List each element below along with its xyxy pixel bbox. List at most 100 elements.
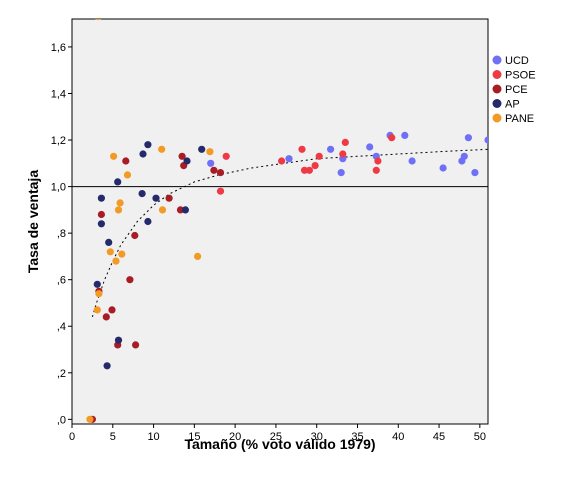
point-pce [108, 306, 116, 314]
legend-label-psoe: PSOE [505, 70, 536, 82]
point-psoe [315, 152, 323, 160]
legend: UCD PSOE PCE AP PANE [492, 55, 536, 125]
point-psoe [374, 157, 382, 165]
point-pane [114, 206, 123, 214]
point-pane [194, 252, 202, 260]
point-psoe [298, 145, 306, 153]
point-psoe [311, 162, 319, 170]
point-pce [131, 231, 139, 240]
point-pce [165, 194, 173, 202]
point-psoe [305, 166, 313, 174]
y-tick-label: ,6 [57, 275, 66, 287]
point-ucd [484, 136, 488, 144]
point-psoe [278, 157, 286, 165]
point-pane [95, 290, 103, 298]
x-tick-label: 10 [147, 431, 159, 443]
y-tick-label: 1,0 [51, 182, 66, 194]
x-axis-title: Tamaño (% voto válido 1979) [184, 436, 375, 452]
data-points [86, 19, 488, 423]
point-pce [97, 210, 105, 219]
x-tick-label: 40 [392, 431, 404, 443]
point-pane [112, 257, 120, 265]
point-pane [116, 199, 124, 207]
point-ap [93, 280, 101, 288]
x-tick-label: 15 [188, 431, 200, 443]
point-ucd [401, 131, 409, 139]
legend-label-ucd: UCD [505, 55, 529, 67]
x-tick-label: 45 [433, 431, 445, 443]
point-ap [105, 238, 113, 246]
point-ucd [408, 157, 416, 165]
point-ucd [460, 152, 468, 160]
legend-label-ap: AP [505, 99, 520, 111]
point-ucd [337, 169, 345, 177]
point-ap [114, 336, 123, 344]
x-tick-label: 5 [110, 431, 116, 443]
point-psoe [339, 150, 347, 158]
y-axis: ,0 ,2 ,4 ,6 ,8 1,0 1,2 1,4 1,6 [51, 42, 72, 426]
point-pane [106, 248, 114, 256]
y-tick-label: 1,2 [51, 135, 66, 147]
point-psoe [341, 138, 349, 146]
y-tick-label: 1,6 [51, 42, 66, 54]
point-ap [97, 220, 105, 228]
point-ap [198, 145, 206, 153]
x-tick-label: 25 [270, 431, 282, 443]
point-pane [93, 306, 101, 314]
point-ucd [464, 134, 472, 142]
point-psoe [388, 134, 396, 142]
point-pane [95, 19, 101, 21]
x-axis: 0 5 10 15 20 25 30 35 40 45 50 [69, 424, 486, 443]
point-ap [103, 362, 111, 370]
y-tick-label: ,2 [57, 368, 66, 380]
point-ap [144, 217, 152, 226]
point-ucd [439, 164, 447, 172]
point-psoe [222, 152, 230, 160]
point-pce [210, 166, 218, 174]
point-pane [86, 415, 94, 423]
x-tick-label: 0 [69, 431, 75, 443]
point-ap [144, 141, 152, 149]
legend-marker-ucd [492, 55, 502, 65]
point-pce [178, 152, 186, 160]
point-ap [152, 194, 160, 202]
point-ucd [471, 169, 479, 177]
legend-marker-psoe [492, 70, 502, 79]
point-pane [158, 145, 166, 153]
x-tick-label: 30 [311, 431, 323, 443]
x-tick-label: 50 [474, 431, 486, 443]
point-ap [114, 178, 122, 186]
point-pane [123, 171, 132, 179]
point-ucd [366, 143, 374, 151]
fit-curve [91, 148, 489, 318]
point-ucd [207, 159, 215, 167]
point-pane [118, 250, 126, 258]
legend-marker-ap [492, 99, 502, 108]
x-tick-label: 35 [351, 431, 363, 443]
point-pane [110, 152, 118, 160]
y-tick-label: ,0 [57, 414, 66, 426]
legend-label-pce: PCE [505, 84, 528, 96]
point-psoe [372, 166, 380, 174]
point-pane [158, 206, 167, 214]
point-ap [97, 194, 105, 202]
point-psoe [216, 187, 225, 195]
legend-label-pane: PANE [505, 113, 534, 125]
point-ucd [327, 145, 335, 153]
plot-area [71, 18, 489, 425]
point-ucd [285, 155, 293, 163]
point-pce [102, 313, 110, 321]
point-pce [132, 341, 140, 349]
y-axis-title: Tasa de ventaja [25, 170, 41, 273]
y-tick-label: ,4 [57, 321, 66, 333]
legend-marker-pce [492, 84, 502, 94]
x-tick-label: 20 [229, 431, 241, 443]
point-pce [126, 276, 134, 284]
point-pce [122, 157, 130, 165]
point-ap [139, 150, 147, 158]
point-ap [181, 206, 189, 214]
point-ap [138, 190, 146, 198]
legend-marker-pane [492, 113, 502, 123]
point-ap [183, 157, 191, 165]
